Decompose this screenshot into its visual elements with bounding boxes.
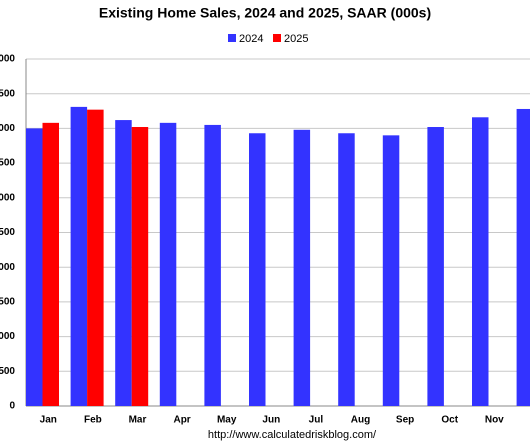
legend-swatch [228, 34, 236, 42]
bar [87, 109, 104, 407]
bar [131, 127, 149, 407]
y-tick-label: 3,500 [0, 158, 15, 169]
y-tick-label: 1,000 [0, 331, 15, 342]
bar [159, 122, 177, 407]
x-tick-label: Apr [173, 415, 190, 426]
y-tick-label: 2,500 [0, 227, 15, 238]
chart-title: Existing Home Sales, 2024 and 2025, SAAR… [99, 5, 431, 21]
x-tick-label: Feb [84, 415, 102, 426]
bar [516, 108, 530, 406]
y-tick-label: 4,000 [0, 123, 15, 134]
y-tick-label: 2,000 [0, 262, 15, 273]
y-tick-label: 4,500 [0, 88, 15, 99]
x-tick-label: Jan [40, 415, 57, 426]
source: http://www.calculatedriskblog.com/ [208, 429, 377, 441]
bar [472, 117, 489, 407]
y-tick-label: 5,000 [0, 54, 15, 65]
bar [115, 120, 132, 407]
x-tick-label: Oct [441, 415, 458, 426]
y-tick-label: 3,000 [0, 192, 15, 203]
legend-label: 2025 [284, 33, 308, 45]
y-tick-label: 1,500 [0, 297, 15, 308]
x-tick-label: Nov [485, 415, 504, 426]
bar [26, 128, 43, 406]
y-tick-label: 500 [0, 366, 15, 377]
y-tick-label: 0 [9, 401, 15, 412]
bar [70, 106, 88, 407]
x-tick-label: Jul [309, 415, 324, 426]
bar [382, 135, 400, 406]
x-tick-label: Aug [351, 415, 370, 426]
x-tick-label: Mar [129, 415, 147, 426]
legend-label: 2024 [239, 33, 263, 45]
x-tick-label: Sep [396, 415, 414, 426]
legend-swatch [273, 34, 281, 42]
bar [204, 124, 221, 407]
bar [249, 133, 266, 406]
x-tick-label: Jun [262, 415, 280, 426]
bar [338, 133, 355, 406]
bar [427, 127, 444, 407]
bar [293, 129, 311, 406]
bar [42, 122, 59, 407]
x-tick-label: May [217, 415, 237, 426]
